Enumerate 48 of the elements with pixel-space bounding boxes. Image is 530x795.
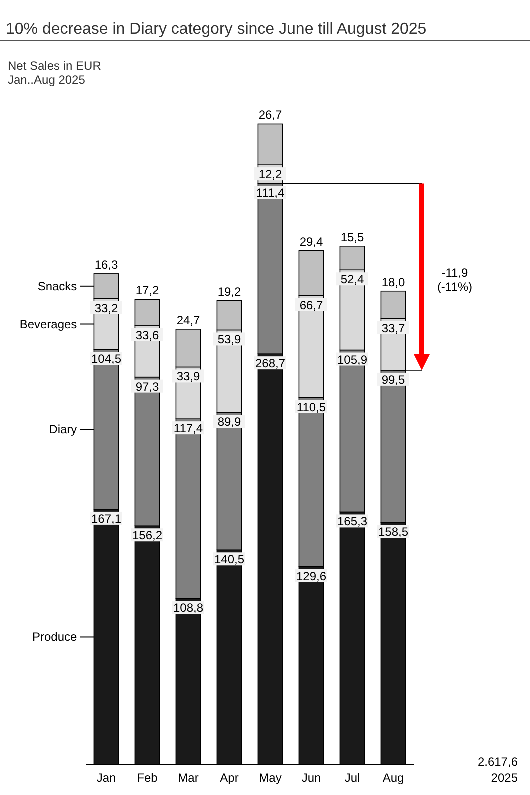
data-label: 156,2: [132, 528, 163, 543]
chart-subtitle: Net Sales in EUR Jan..Aug 2025: [8, 59, 102, 87]
data-label: 99,5: [382, 372, 406, 387]
data-label: 104,5: [91, 352, 122, 366]
data-label: 18,0: [382, 275, 406, 290]
x-tick-label: Jan: [96, 771, 116, 785]
data-label: 33,9: [176, 370, 200, 384]
data-label: 110,5: [296, 400, 326, 414]
chart-title: 10% decrease in Diary category since June till August 2025: [6, 21, 427, 38]
data-label: 17,2: [136, 284, 160, 298]
data-label: 158,5: [378, 525, 409, 540]
text: 2.617,6 2025: [478, 755, 518, 785]
data-label: 117,4: [174, 422, 204, 436]
data-label: 26,7: [258, 108, 282, 122]
data-label: 129,6: [296, 569, 327, 584]
data-label: 105,9: [337, 352, 368, 367]
data-label: 19,2: [218, 284, 242, 299]
x-tick-label: Aug: [382, 771, 404, 785]
data-label: 15,5: [340, 230, 364, 244]
data-label: 108,8: [173, 601, 204, 616]
data-label: 97,3: [136, 380, 160, 394]
x-tick-label: Mar: [178, 771, 199, 785]
x-tick-label: Apr: [220, 771, 239, 785]
data-label: 111,4: [256, 186, 285, 200]
data-label: 33,7: [382, 321, 406, 336]
legend-label: Beverages: [20, 317, 78, 332]
legend-label: Diary: [49, 422, 78, 437]
x-tick-label: Feb: [137, 771, 158, 785]
data-label: 165,3: [337, 514, 368, 529]
data-label: 53,9: [218, 332, 242, 347]
data-label: 33,6: [136, 328, 160, 342]
data-label: 167,1: [91, 512, 122, 526]
data-label: 268,7: [255, 356, 286, 371]
data-label: 24,7: [176, 313, 200, 328]
data-label: 52,4: [340, 272, 364, 287]
legend-label: Produce: [32, 630, 78, 644]
data-label: 29,4: [300, 234, 324, 249]
x-tick-label: May: [259, 771, 282, 785]
legend-label: Snacks: [38, 279, 78, 294]
text: -11,9 (-11%): [437, 266, 473, 294]
data-label: 89,9: [218, 415, 242, 430]
x-tick-label: Jul: [344, 771, 360, 785]
data-label: 12,2: [258, 168, 282, 182]
data-label: 16,3: [94, 258, 118, 272]
x-tick-label: Jun: [302, 771, 322, 785]
data-label: 140,5: [214, 552, 245, 567]
data-label: 66,7: [300, 298, 324, 312]
data-label: 33,2: [94, 301, 118, 316]
